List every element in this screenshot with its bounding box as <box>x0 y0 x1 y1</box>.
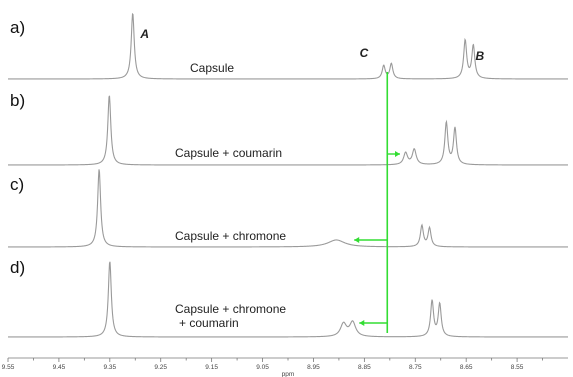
shift-arrows <box>354 72 400 333</box>
panel-tag: d) <box>10 258 25 277</box>
x-tick-label: 8.65 <box>460 364 473 371</box>
x-tick-label: 9.35 <box>103 364 116 371</box>
trace-label: Capsule + chromone <box>175 229 286 243</box>
spectrum-trace-2 <box>8 95 569 166</box>
trace-label: Capsule <box>190 61 234 75</box>
spectrum-traces <box>8 12 569 338</box>
x-tick-label: 9.05 <box>256 364 269 371</box>
x-tick-label: 9.25 <box>154 364 167 371</box>
shift-arrow-head <box>395 151 400 157</box>
panel-tag: b) <box>10 91 25 110</box>
peak-label: B <box>475 49 484 63</box>
x-tick-label: 8.95 <box>307 364 320 371</box>
shift-arrow-head <box>359 320 365 326</box>
peak-label: A <box>139 27 149 41</box>
x-axis-title: ppm <box>282 371 295 377</box>
x-tick-label: 8.55 <box>511 364 524 371</box>
trace-label-line: Capsule + chromone <box>175 302 286 316</box>
x-tick-label: 8.85 <box>358 364 371 371</box>
spectrum-trace-1 <box>8 12 568 80</box>
panel-tag: a) <box>10 18 25 37</box>
spectrum-trace-4 <box>8 261 568 338</box>
peak-label: C <box>360 46 369 60</box>
shift-arrow-head <box>354 237 360 243</box>
chart-labels: a) Capsule b) Capsule + coumarin c) Capsule +… <box>10 18 484 330</box>
x-tick-label: 9.45 <box>53 364 66 371</box>
spectrum-trace-3 <box>8 169 568 248</box>
trace-label-line: + coumarin <box>179 316 239 330</box>
panel-tag: c) <box>10 175 24 194</box>
x-tick-label: 8.75 <box>409 364 422 371</box>
x-tick-label: 9.15 <box>205 364 218 371</box>
trace-label: Capsule + coumarin <box>175 146 282 160</box>
x-axis: 9.55 9.45 9.35 9.25 9.15 9.05 8.95 8.85 8.75 8.65… <box>2 357 568 377</box>
x-tick-label: 9.55 <box>2 364 15 371</box>
